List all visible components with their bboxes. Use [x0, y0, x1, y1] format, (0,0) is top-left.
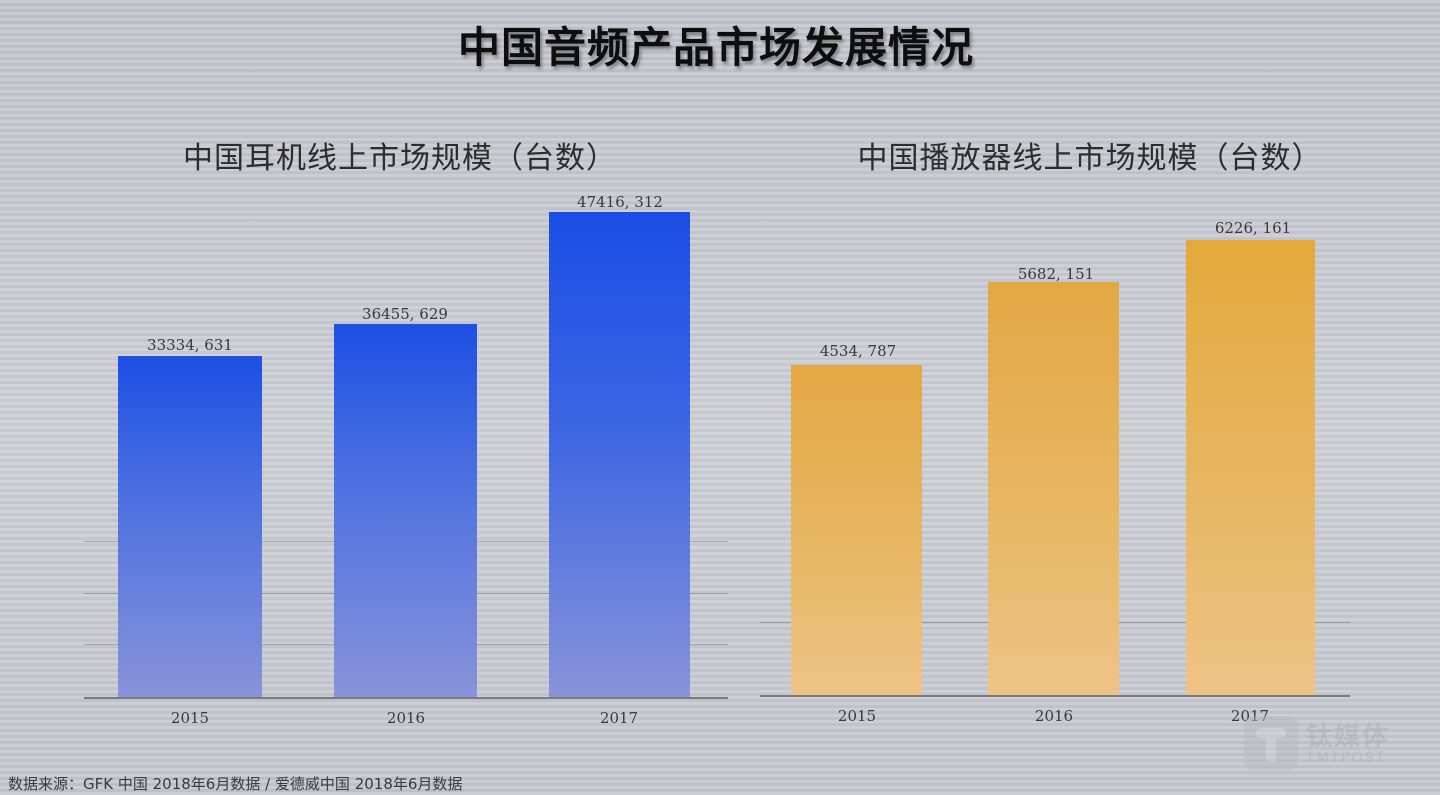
x-tick-label: 2015 — [837, 707, 877, 725]
data-source-note: 数据来源：GFK 中国 2018年6月数据 / 爱德威中国 2018年6月数据 — [8, 775, 463, 793]
x-tick-label: 2015 — [170, 709, 210, 727]
x-tick-label: 2016 — [1034, 707, 1074, 725]
plot-area: 33334, 631 36455, 629 47416, 312 — [84, 193, 728, 699]
plot-area: 4534, 787 5682, 151 6226, 161 — [760, 193, 1350, 697]
bar-value-label: 47416, 312 — [577, 193, 663, 211]
x-tick-label: 2016 — [386, 709, 426, 727]
chart-title: 中国播放器线上市场规模（台数） — [857, 141, 1323, 176]
x-tick-label: 2017 — [599, 709, 639, 727]
watermark-cn: 钛媒体 — [1306, 722, 1391, 752]
x-axis — [84, 697, 728, 699]
bar-2017[interactable] — [549, 212, 690, 697]
watermark: 钛媒体 TMTPOST — [1244, 716, 1404, 776]
page-title: 中国音频产品市场发展情况 — [457, 23, 974, 72]
bar-value-label: 36455, 629 — [362, 305, 448, 323]
bar-2015[interactable] — [118, 356, 262, 697]
chart-title: 中国耳机线上市场规模（台数） — [183, 141, 617, 176]
bar-2016[interactable] — [334, 324, 477, 697]
players-chart: 中国播放器线上市场规模（台数） 4534, 787 5682, 151 6226… — [760, 133, 1360, 743]
bar-2015[interactable] — [791, 365, 922, 695]
bar-value-label: 33334, 631 — [147, 336, 233, 354]
bar-value-label: 6226, 161 — [1214, 219, 1292, 237]
x-tick-label: 2017 — [1200, 707, 1300, 725]
bar-value-label: 4534, 787 — [819, 342, 897, 360]
bar-value-label: 5682, 151 — [1017, 265, 1095, 283]
headphones-chart: 中国耳机线上市场规模（台数） 33334, 631 36455, 629 474… — [80, 133, 740, 743]
watermark-en: TMTPOST — [1306, 750, 1387, 766]
bar-2017[interactable] — [1186, 240, 1315, 695]
tmtpost-logo-icon — [1244, 716, 1298, 770]
x-axis — [760, 695, 1350, 697]
bar-2016[interactable] — [988, 282, 1119, 695]
